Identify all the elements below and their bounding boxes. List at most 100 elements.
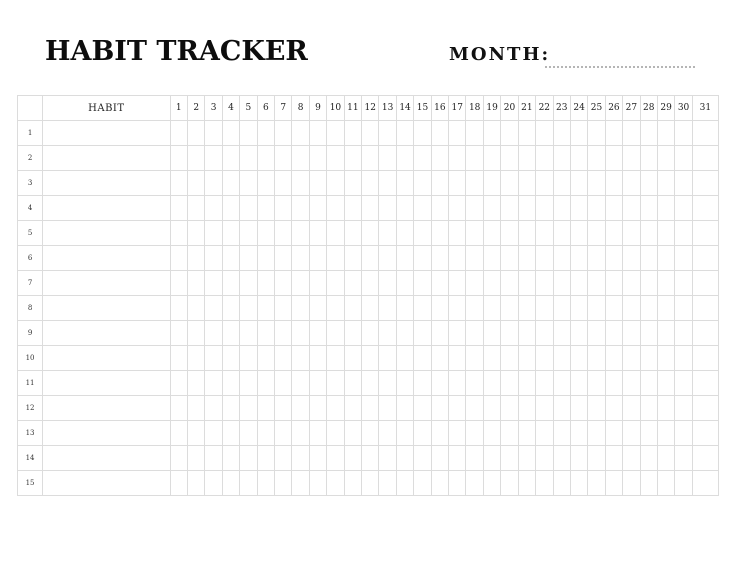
day-check-cell[interactable] xyxy=(587,420,606,446)
day-check-cell[interactable] xyxy=(256,170,276,196)
day-check-cell[interactable] xyxy=(239,470,258,496)
day-check-cell[interactable] xyxy=(326,195,345,221)
day-check-cell[interactable] xyxy=(308,195,328,221)
day-check-cell[interactable] xyxy=(274,145,293,171)
day-check-cell[interactable] xyxy=(361,420,380,446)
day-check-cell[interactable] xyxy=(221,220,241,246)
day-check-cell[interactable] xyxy=(639,270,658,296)
day-check-cell[interactable] xyxy=(430,320,450,346)
day-check-cell[interactable] xyxy=(291,420,310,446)
day-check-cell[interactable] xyxy=(221,320,241,346)
day-check-cell[interactable] xyxy=(413,345,432,371)
day-check-cell[interactable] xyxy=(256,145,276,171)
day-check-cell[interactable] xyxy=(430,270,450,296)
day-check-cell[interactable] xyxy=(204,220,223,246)
day-check-cell[interactable] xyxy=(378,395,397,421)
day-check-cell[interactable] xyxy=(448,370,467,396)
day-check-cell[interactable] xyxy=(204,445,223,471)
day-check-cell[interactable] xyxy=(691,470,720,496)
day-check-cell[interactable] xyxy=(482,120,502,146)
habit-name-cell[interactable] xyxy=(42,445,171,471)
day-check-cell[interactable] xyxy=(413,195,432,221)
day-check-cell[interactable] xyxy=(691,420,720,446)
day-check-cell[interactable] xyxy=(343,420,363,446)
day-check-cell[interactable] xyxy=(361,145,380,171)
day-check-cell[interactable] xyxy=(395,470,415,496)
day-check-cell[interactable] xyxy=(674,195,693,221)
day-check-cell[interactable] xyxy=(535,370,554,396)
day-check-cell[interactable] xyxy=(256,295,276,321)
day-check-cell[interactable] xyxy=(465,220,484,246)
day-check-cell[interactable] xyxy=(343,445,363,471)
day-check-cell[interactable] xyxy=(361,195,380,221)
day-check-cell[interactable] xyxy=(169,470,188,496)
day-check-cell[interactable] xyxy=(291,195,310,221)
habit-name-cell[interactable] xyxy=(42,395,171,421)
day-check-cell[interactable] xyxy=(343,295,363,321)
day-check-cell[interactable] xyxy=(517,345,537,371)
day-check-cell[interactable] xyxy=(343,120,363,146)
day-check-cell[interactable] xyxy=(221,445,241,471)
day-check-cell[interactable] xyxy=(239,320,258,346)
day-check-cell[interactable] xyxy=(535,320,554,346)
habit-name-cell[interactable] xyxy=(42,370,171,396)
day-check-cell[interactable] xyxy=(221,170,241,196)
day-check-cell[interactable] xyxy=(186,145,206,171)
day-check-cell[interactable] xyxy=(569,295,589,321)
day-check-cell[interactable] xyxy=(465,470,484,496)
day-check-cell[interactable] xyxy=(308,445,328,471)
day-check-cell[interactable] xyxy=(656,470,676,496)
day-check-cell[interactable] xyxy=(378,195,397,221)
day-check-cell[interactable] xyxy=(604,345,624,371)
habit-name-cell[interactable] xyxy=(42,470,171,496)
day-check-cell[interactable] xyxy=(587,170,606,196)
day-check-cell[interactable] xyxy=(552,145,571,171)
day-check-cell[interactable] xyxy=(378,345,397,371)
day-check-cell[interactable] xyxy=(535,220,554,246)
day-check-cell[interactable] xyxy=(274,420,293,446)
day-check-cell[interactable] xyxy=(186,345,206,371)
day-check-cell[interactable] xyxy=(639,320,658,346)
day-check-cell[interactable] xyxy=(656,370,676,396)
day-check-cell[interactable] xyxy=(517,395,537,421)
habit-name-cell[interactable] xyxy=(42,145,171,171)
day-check-cell[interactable] xyxy=(656,245,676,271)
day-check-cell[interactable] xyxy=(204,395,223,421)
day-check-cell[interactable] xyxy=(204,245,223,271)
day-check-cell[interactable] xyxy=(169,170,188,196)
day-check-cell[interactable] xyxy=(639,345,658,371)
day-check-cell[interactable] xyxy=(500,195,519,221)
day-check-cell[interactable] xyxy=(639,470,658,496)
day-check-cell[interactable] xyxy=(204,370,223,396)
day-check-cell[interactable] xyxy=(448,470,467,496)
day-check-cell[interactable] xyxy=(274,345,293,371)
day-check-cell[interactable] xyxy=(361,170,380,196)
day-check-cell[interactable] xyxy=(482,345,502,371)
day-check-cell[interactable] xyxy=(430,245,450,271)
day-check-cell[interactable] xyxy=(500,470,519,496)
day-check-cell[interactable] xyxy=(587,470,606,496)
day-check-cell[interactable] xyxy=(656,420,676,446)
day-check-cell[interactable] xyxy=(361,395,380,421)
day-check-cell[interactable] xyxy=(656,145,676,171)
day-check-cell[interactable] xyxy=(413,120,432,146)
day-check-cell[interactable] xyxy=(604,445,624,471)
day-check-cell[interactable] xyxy=(691,445,720,471)
day-check-cell[interactable] xyxy=(169,270,188,296)
day-check-cell[interactable] xyxy=(343,220,363,246)
day-check-cell[interactable] xyxy=(169,370,188,396)
day-check-cell[interactable] xyxy=(204,145,223,171)
day-check-cell[interactable] xyxy=(274,220,293,246)
day-check-cell[interactable] xyxy=(587,220,606,246)
day-check-cell[interactable] xyxy=(430,370,450,396)
day-check-cell[interactable] xyxy=(343,145,363,171)
day-check-cell[interactable] xyxy=(656,195,676,221)
day-check-cell[interactable] xyxy=(395,120,415,146)
day-check-cell[interactable] xyxy=(535,395,554,421)
day-check-cell[interactable] xyxy=(413,470,432,496)
day-check-cell[interactable] xyxy=(535,420,554,446)
day-check-cell[interactable] xyxy=(622,295,641,321)
day-check-cell[interactable] xyxy=(395,270,415,296)
day-check-cell[interactable] xyxy=(395,345,415,371)
day-check-cell[interactable] xyxy=(587,370,606,396)
